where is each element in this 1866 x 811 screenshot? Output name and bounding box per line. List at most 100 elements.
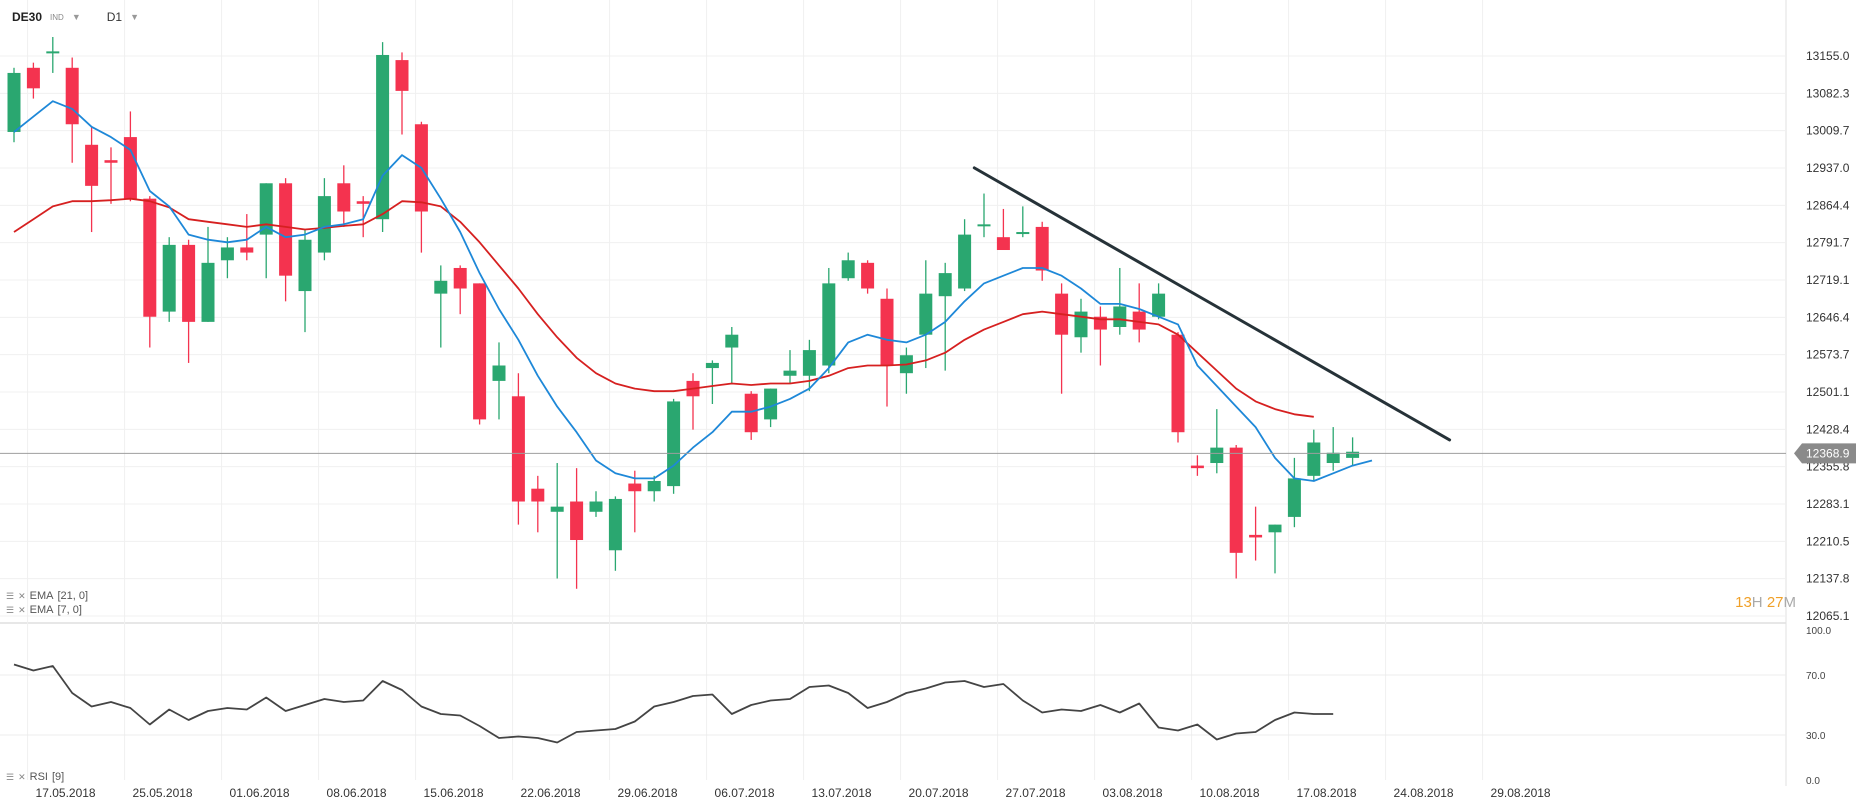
menu-icon[interactable]: ☰ [6, 771, 15, 782]
close-icon[interactable]: ✕ [18, 590, 26, 601]
candle-body [298, 239, 312, 292]
candle [686, 373, 700, 430]
candle-body [938, 273, 952, 297]
candle-body [65, 67, 79, 125]
menu-icon[interactable]: ☰ [6, 590, 15, 601]
ema21-params: [21, 0] [57, 590, 89, 602]
legend-ema21[interactable]: ☰ ✕ EMA [21, 0] [6, 590, 88, 602]
candle-body [511, 396, 525, 502]
timeframe-selector[interactable]: D1 [106, 10, 123, 24]
candle-body [492, 365, 506, 381]
y-tick-label: 12646.4 [1806, 310, 1850, 324]
candle [473, 283, 487, 425]
candle-body [337, 183, 351, 212]
candle [958, 219, 972, 292]
rsi-label: RSI [29, 771, 48, 783]
candle [104, 147, 118, 204]
candle [861, 260, 875, 294]
grid [0, 0, 1787, 786]
candle-body [1035, 226, 1049, 271]
x-tick-label: 29.06.2018 [618, 786, 678, 800]
candle-body [705, 362, 719, 369]
legend-rsi[interactable]: ☰ ✕ RSI [9] [6, 771, 64, 783]
x-tick-label: 03.08.2018 [1103, 786, 1163, 800]
chevron-down-icon[interactable]: ▼ [130, 12, 139, 22]
symbol-selector[interactable]: DE30 [12, 10, 43, 24]
y-tick-label: 12864.4 [1806, 198, 1850, 212]
timer-hours: 13 [1735, 594, 1752, 611]
candle-body [1287, 478, 1301, 517]
candle-body [1113, 306, 1127, 327]
candle [1132, 283, 1146, 343]
ema7-label: EMA [29, 604, 54, 616]
candle-body [376, 54, 390, 220]
candle [841, 252, 855, 281]
candle [919, 260, 933, 369]
y-tick-label: 12283.1 [1806, 497, 1850, 511]
candle [977, 193, 991, 238]
candle-body [279, 183, 293, 276]
candle-body [143, 198, 157, 317]
candle-body [182, 244, 196, 322]
candle [26, 62, 40, 99]
legend-ema7[interactable]: ☰ ✕ EMA [7, 0] [6, 604, 82, 616]
candle-body [628, 483, 642, 492]
candle-body [1249, 534, 1263, 538]
rsi-tick-label: 70.0 [1806, 671, 1826, 682]
candle [85, 126, 99, 233]
candle-body [1016, 232, 1030, 235]
x-tick-label: 24.08.2018 [1394, 786, 1454, 800]
rsi-tick-label: 0.0 [1806, 776, 1820, 787]
candle [317, 178, 331, 261]
x-tick-label: 29.08.2018 [1491, 786, 1551, 800]
timer-hours-unit: H [1751, 594, 1763, 611]
candle [744, 391, 758, 440]
y-tick-label: 12573.7 [1806, 348, 1850, 362]
close-icon[interactable]: ✕ [18, 604, 26, 615]
chevron-down-icon[interactable]: ▼ [71, 12, 81, 22]
candle-body [783, 370, 797, 376]
x-tick-label: 27.07.2018 [1006, 786, 1066, 800]
ema-lines [13, 100, 1373, 482]
ema7-params: [7, 0] [57, 604, 82, 616]
candle-body [26, 67, 40, 89]
candle [1229, 445, 1243, 579]
y-tick-label: 12428.4 [1806, 422, 1850, 436]
candle-body [259, 183, 273, 235]
candle [531, 475, 545, 533]
ema7-line [13, 100, 1373, 482]
candle [7, 67, 21, 143]
y-axis: 13155.0 13082.3 13009.7 12937.0 12864.4 12791… [1806, 49, 1850, 787]
x-tick-label: 10.08.2018 [1200, 786, 1260, 800]
instrument-type: IND [50, 12, 64, 22]
candle [1249, 506, 1263, 561]
candle-body [453, 267, 467, 289]
candle [65, 57, 79, 163]
y-tick-label: 13009.7 [1806, 124, 1850, 138]
menu-icon[interactable]: ☰ [6, 604, 15, 615]
close-icon[interactable]: ✕ [18, 771, 26, 782]
candle-body [608, 498, 622, 551]
candle [996, 208, 1010, 251]
candle-body [46, 51, 60, 54]
rsi-panel [13, 663, 1334, 744]
timer-minutes-unit: M [1783, 594, 1797, 611]
candle [492, 342, 506, 420]
candle-body [919, 293, 933, 335]
candle [123, 111, 137, 202]
candle-body [1326, 452, 1340, 464]
candle [1016, 206, 1030, 238]
x-tick-label: 08.06.2018 [327, 786, 387, 800]
candle [705, 360, 719, 404]
x-axis: 17.05.2018 25.05.2018 01.06.2018 08.06.2018… [36, 786, 1551, 800]
candle-body [104, 160, 118, 163]
candle-body [1210, 447, 1224, 464]
candle [1074, 298, 1088, 353]
y-tick-label: 12791.7 [1806, 236, 1850, 250]
candle [802, 339, 816, 392]
candle-timer: 13H 27M [1735, 594, 1796, 611]
rsi-tick-label: 30.0 [1806, 731, 1826, 742]
ema21-line [13, 197, 1314, 418]
